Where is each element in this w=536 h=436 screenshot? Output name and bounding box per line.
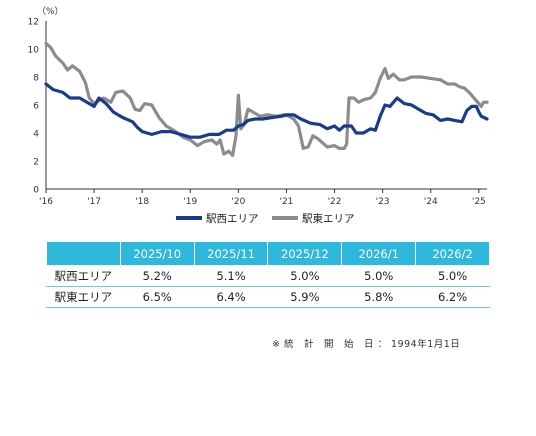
statistics-start-note: ※ 統 計 開 始 日 ： 1994年1月1日 — [272, 339, 461, 350]
table-header-cell: 2025/10 — [119, 241, 195, 266]
y-tick-label: 8 — [33, 74, 39, 84]
table-cell: 6.5% — [119, 286, 195, 308]
y-axis-unit-label: （%） — [37, 6, 64, 17]
legend-label: 駅東エリア — [302, 212, 355, 225]
y-tick-label: 0 — [33, 186, 39, 196]
x-tick-label: '18 — [135, 197, 149, 207]
table-row: 駅東エリア 6.5% 6.4% 5.9% 5.8% 6.2% — [46, 286, 490, 308]
table-cell: 5.0% — [267, 265, 343, 287]
x-tick-label: '21 — [279, 197, 293, 207]
table-cell: 5.8% — [341, 286, 417, 308]
series-line-east — [44, 41, 489, 157]
x-tick-label: '24 — [424, 197, 438, 207]
table-header-cell: 2025/11 — [193, 241, 269, 266]
table-row-label: 駅西エリア — [46, 265, 121, 287]
table-header-corner — [46, 241, 121, 266]
x-tick-label: '23 — [376, 197, 390, 207]
y-tick-label: 10 — [28, 46, 40, 56]
table-header-cell: 2026/1 — [341, 241, 417, 266]
y-tick-label: 12 — [28, 18, 39, 28]
chart-legend: 駅西エリア 駅東エリア — [176, 212, 355, 225]
x-tick-label: '16 — [39, 197, 53, 207]
table-cell: 5.9% — [267, 286, 343, 308]
x-tick-label: '20 — [231, 197, 245, 207]
y-tick-label: 4 — [33, 130, 39, 140]
x-tick-label: '17 — [87, 197, 101, 207]
table-cell: 5.0% — [341, 265, 417, 287]
y-tick-label: 6 — [33, 102, 39, 112]
table-row-label: 駅東エリア — [46, 286, 121, 308]
table-cell: 6.2% — [415, 286, 490, 308]
vacancy-rate-table: 2025/10 2025/11 2025/12 2026/1 2026/2 駅西… — [46, 241, 490, 308]
legend-label: 駅西エリア — [206, 213, 259, 225]
y-tick-label: 2 — [33, 158, 39, 168]
table-cell: 5.2% — [119, 265, 195, 287]
series-line-west — [44, 82, 489, 139]
table-cell: 5.0% — [415, 265, 490, 287]
table-header-row: 2025/10 2025/11 2025/12 2026/1 2026/2 — [46, 241, 490, 266]
x-tick-label: '22 — [328, 197, 342, 207]
x-tick-label: '25 — [472, 197, 486, 207]
table-header-cell: 2025/12 — [267, 241, 343, 266]
vacancy-rate-chart: （%） 0 2 4 6 8 10 12 '16 '17 '18 '19 '20 '21 '22 '23 '2… — [28, 6, 489, 225]
table-cell: 6.4% — [193, 286, 269, 308]
table-cell: 5.1% — [193, 265, 269, 287]
table-header-cell: 2026/2 — [415, 241, 490, 266]
x-tick-label: '19 — [183, 197, 197, 207]
table-row: 駅西エリア 5.2% 5.1% 5.0% 5.0% 5.0% — [46, 265, 490, 287]
